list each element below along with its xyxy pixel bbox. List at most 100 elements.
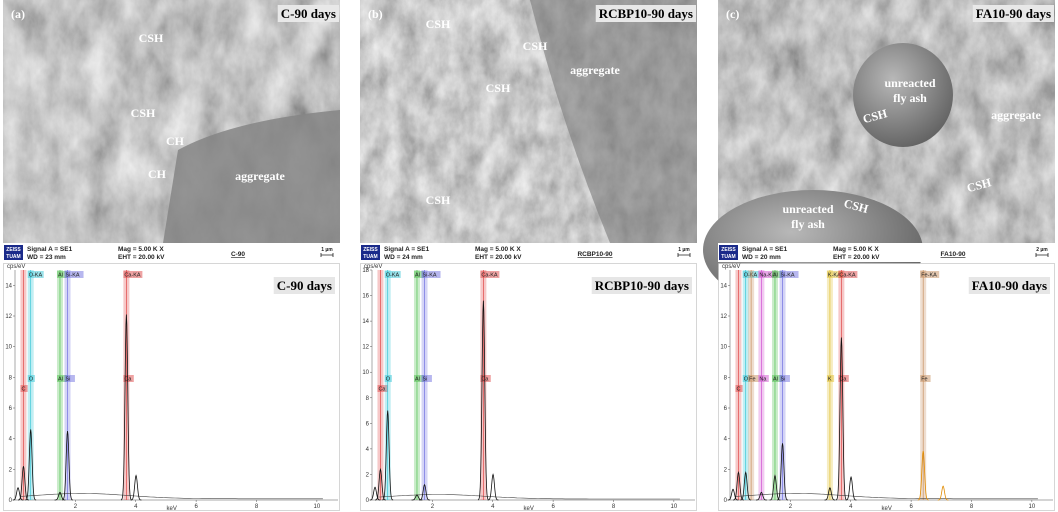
spectrum-frame (361, 264, 697, 511)
info-name: FA10-90 (941, 251, 966, 258)
info-scale: 2 µm (1036, 247, 1048, 253)
annotation: CSH (131, 106, 156, 120)
logo: ZEISS (363, 247, 378, 253)
element-tag: O (386, 377, 391, 383)
annotation: unreacted (884, 76, 935, 90)
info-wd: WD = 20 mm (742, 254, 781, 261)
element-tag: Ca-KA (481, 273, 498, 279)
element-tag: O-KA (386, 273, 400, 279)
x-tick-label: 10 (671, 504, 678, 510)
element-tag: Al (773, 273, 778, 279)
element-tag: Al (415, 273, 420, 279)
info-mag: Mag = 5.00 K X (118, 246, 164, 253)
element-tag: Ca-KA (124, 273, 141, 279)
figure: (a)C-90 daysCSHCSHCHCHaggregateZEISSTUAM… (0, 0, 1058, 512)
annotation: aggregate (235, 169, 285, 183)
element-tag: Fe (921, 377, 927, 383)
element-tag: Ca (481, 377, 489, 383)
info-wd: WD = 24 mm (384, 254, 423, 261)
logo-sub: TUAM (6, 254, 20, 260)
y-tick-label: 18 (362, 268, 369, 274)
element-tag: Fe-KA (921, 273, 937, 279)
x-tick-label: 10 (314, 504, 321, 510)
panel: (a) C-90 days CSH CSH CH CH aggregate ZEISSTUAM… (3, 0, 340, 512)
annotation: unreacted (782, 202, 833, 216)
element-tag: Al (58, 377, 63, 383)
annotation: CH (166, 134, 185, 148)
element-tag: Al (415, 377, 420, 383)
info-scale: 1 µm (678, 247, 690, 253)
y-tick-label: 10 (5, 345, 12, 351)
annotation: CSH (426, 193, 451, 207)
x-unit: keV (167, 506, 177, 512)
info-signal: Signal A = SE1 (742, 246, 788, 253)
y-tick-label: 10 (720, 345, 727, 351)
y-unit: cps/eV (7, 264, 25, 270)
image-title: RCBP10-90 days (599, 6, 693, 21)
x-tick-label: 10 (1029, 504, 1036, 510)
x-unit: keV (882, 506, 892, 512)
element-tag: O (744, 377, 749, 383)
element-tag: Ca-KA (839, 273, 856, 279)
info-signal: Signal A = SE1 (384, 246, 430, 253)
x-unit: keV (524, 506, 534, 512)
logo: ZEISS (721, 247, 736, 253)
sem-image (3, 0, 340, 243)
info-mag: Mag = 5.00 K X (475, 246, 521, 253)
element-tag: Al (58, 273, 63, 279)
spectrum-title: FA10-90 days (972, 278, 1047, 293)
sem-image (360, 0, 697, 243)
image-title: FA10-90 days (976, 6, 1051, 21)
annotation: CH (148, 167, 167, 181)
element-tag: C (21, 387, 25, 393)
logo-sub: TUAM (721, 254, 735, 260)
y-tick-label: 14 (362, 319, 369, 325)
y-tick-label: 12 (720, 314, 727, 320)
y-tick-label: 14 (5, 283, 12, 289)
element-tag: Si-KA (781, 273, 795, 279)
info-mag: Mag = 5.00 K X (833, 246, 879, 253)
y-tick-label: 16 (362, 294, 369, 300)
element-tag: O-KA (29, 273, 43, 279)
element-tag: Na (759, 377, 767, 383)
annotation: CSH (523, 39, 548, 53)
spectrum-title: RCBP10-90 days (595, 278, 689, 293)
info-eht: EHT = 20.00 kV (118, 254, 165, 261)
element-tag: Si (781, 377, 786, 383)
logo-sub: TUAM (363, 254, 377, 260)
panel-label: (b) (368, 7, 383, 21)
element-tag: O (29, 377, 34, 383)
y-tick-label: 12 (5, 314, 12, 320)
annotation: CSH (139, 31, 164, 45)
info-scale: 1 µm (321, 247, 333, 253)
panel-label: (c) (726, 7, 739, 21)
panel-label: (a) (11, 7, 25, 21)
logo: ZEISS (6, 247, 21, 253)
info-signal: Signal A = SE1 (27, 246, 73, 253)
info-wd: WD = 23 mm (27, 254, 66, 261)
spectrum-frame (4, 264, 340, 511)
element-tag: Al (773, 377, 778, 383)
spectrum-title: C-90 days (277, 278, 332, 293)
info-name: C-90 (231, 251, 245, 258)
info-eht: EHT = 20.00 kV (475, 254, 522, 261)
annotation: CSH (426, 17, 451, 31)
y-tick-label: 10 (362, 370, 369, 376)
annotation: CSH (486, 81, 511, 95)
element-tag: K (828, 377, 832, 383)
panel: (b)RCBP10-90 daysCSHCSHaggregateCSHCSHZE… (360, 0, 697, 512)
element-tag: Si (423, 377, 428, 383)
annotation: aggregate (991, 108, 1041, 122)
element-tag: Fe (749, 377, 755, 383)
annotation: fly ash (791, 217, 825, 231)
y-tick-label: 12 (362, 345, 369, 351)
element-tag: Si (66, 377, 71, 383)
info-name: RCBP10-90 (577, 251, 612, 258)
y-unit: cps/eV (722, 264, 740, 270)
spectrum-frame (719, 264, 1055, 511)
element-tag: Si-KA (423, 273, 437, 279)
image-title: C-90 days (281, 6, 336, 21)
annotation: fly ash (893, 91, 927, 105)
element-tag: C (736, 387, 740, 393)
